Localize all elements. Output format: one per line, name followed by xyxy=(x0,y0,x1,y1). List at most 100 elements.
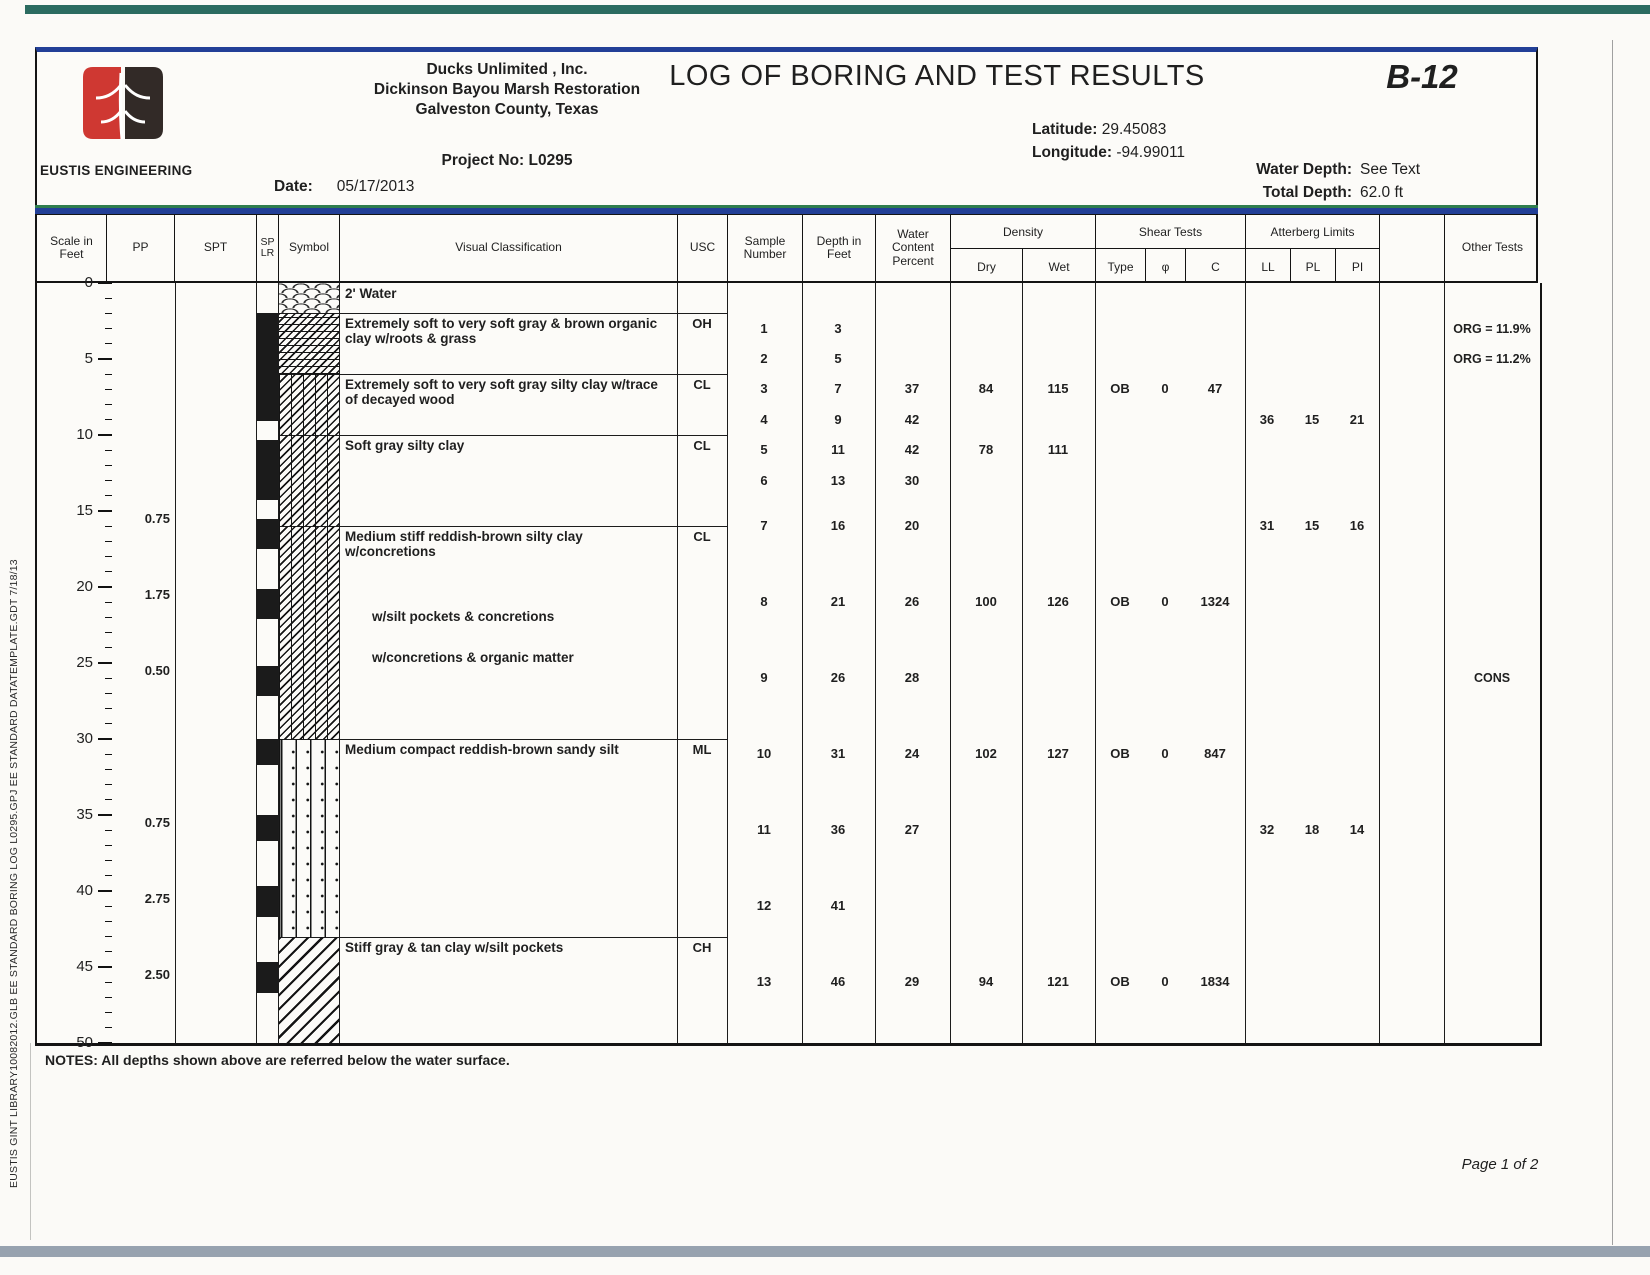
eustis-logo-icon xyxy=(83,67,163,140)
project-number: Project No: L0295 xyxy=(441,152,573,169)
column-line xyxy=(339,283,340,1043)
sample-num: 12 xyxy=(756,898,772,914)
splr-block xyxy=(257,313,278,422)
sample-phi: 0 xyxy=(1161,746,1169,762)
soil-symbol-water xyxy=(279,283,339,314)
sample-wc: 42 xyxy=(904,411,920,427)
col-atterberg: Atterberg Limits xyxy=(1245,215,1379,249)
sample-wc: 26 xyxy=(904,594,920,610)
col-density-dry: Dry xyxy=(950,249,1022,284)
sample-wet: 121 xyxy=(1047,974,1069,990)
pp-value: 0.50 xyxy=(144,662,170,678)
sample-c: 1324 xyxy=(1200,594,1230,610)
stratum-boundary xyxy=(278,526,727,528)
depth-tick xyxy=(105,1027,112,1029)
depth-tick xyxy=(105,297,112,299)
col-atterberg-pl: PL xyxy=(1290,249,1335,284)
sample-wc: 42 xyxy=(904,442,920,458)
page-number: Page 1 of 2 xyxy=(1461,1156,1539,1173)
sample-other-test: ORG = 11.9% xyxy=(1453,321,1531,336)
sample-depth: 13 xyxy=(830,472,846,488)
client-line1: Ducks Unlimited , Inc. xyxy=(426,61,588,78)
total-depth-value: 62.0 ft xyxy=(1360,184,1404,201)
sample-type: OB xyxy=(1110,381,1130,397)
pp-value: 0.75 xyxy=(144,814,170,830)
sample-wet: 115 xyxy=(1047,381,1069,397)
depth-tick xyxy=(105,920,112,922)
depth-tick xyxy=(105,373,112,375)
splr-block xyxy=(257,815,278,841)
title-block: EUSTIS ENGINEERING Ducks Unlimited , Inc… xyxy=(35,47,1538,205)
sample-ll: 36 xyxy=(1259,411,1275,427)
soil-symbol-ml xyxy=(279,739,339,937)
usc-code: CL xyxy=(693,529,711,545)
col-visual-classification: Visual Classification xyxy=(339,215,677,281)
stratum-boundary xyxy=(278,313,727,315)
sample-num: 10 xyxy=(756,746,772,762)
depth-tick xyxy=(98,738,112,740)
col-splr: SPLR xyxy=(256,215,278,281)
column-line xyxy=(727,283,728,1043)
sample-depth: 16 xyxy=(830,518,846,534)
depth-tick xyxy=(105,480,112,482)
pp-value: 0.75 xyxy=(144,510,170,526)
depth-tick xyxy=(105,404,112,406)
bottom-scan-band xyxy=(0,1246,1650,1257)
stratum-boundary xyxy=(278,374,727,376)
depth-tick xyxy=(105,799,112,801)
sample-num: 2 xyxy=(760,351,768,366)
sample-depth: 11 xyxy=(831,442,845,458)
depth-tick xyxy=(105,556,112,558)
soil-symbol-cl xyxy=(279,374,339,435)
sample-pi: 14 xyxy=(1349,822,1365,838)
depth-label: 50 xyxy=(76,1034,93,1051)
header-divider-green xyxy=(35,205,1538,208)
sample-dry: 94 xyxy=(978,974,994,990)
stratum-label: Medium compact reddish-brown sandy silt xyxy=(345,742,619,757)
depth-tick xyxy=(105,495,112,497)
depth-tick xyxy=(105,784,112,786)
depth-tick xyxy=(105,328,112,330)
sample-pl: 15 xyxy=(1304,518,1320,534)
sample-wet: 111 xyxy=(1047,442,1069,458)
latitude-value: 29.45083 xyxy=(1101,121,1167,138)
sample-other-test: ORG = 11.2% xyxy=(1453,352,1531,366)
col-water-content: Water Content Percent xyxy=(875,215,950,281)
col-atterberg-ll: LL xyxy=(1245,249,1290,284)
sample-depth: 3 xyxy=(834,320,842,336)
sample-wc: 20 xyxy=(904,518,920,534)
soil-symbol-oh xyxy=(279,313,339,375)
sample-other-test: CONS xyxy=(1473,671,1511,686)
depth-tick xyxy=(105,571,112,573)
depth-tick xyxy=(105,601,112,603)
notes-text: NOTES: All depths shown above are referr… xyxy=(45,1052,510,1068)
col-density-wet: Wet xyxy=(1022,249,1095,284)
sample-num: 3 xyxy=(760,381,768,397)
column-line xyxy=(175,283,176,1043)
latitude-label: Latitude: xyxy=(1032,121,1098,138)
usc-code: OH xyxy=(692,316,712,332)
soil-symbol-cl xyxy=(279,526,339,739)
boring-id: B-12 xyxy=(1386,58,1458,95)
stratum-label: Soft gray silty clay xyxy=(345,438,465,453)
depth-tick xyxy=(105,525,112,527)
column-line xyxy=(950,283,951,1043)
sample-depth: 5 xyxy=(834,351,842,366)
sample-num: 13 xyxy=(756,974,772,990)
column-line xyxy=(875,283,876,1043)
depth-tick xyxy=(105,753,112,755)
sample-wc: 24 xyxy=(904,746,920,762)
depth-tick xyxy=(105,951,112,953)
splr-block xyxy=(257,588,278,619)
depth-tick xyxy=(105,844,112,846)
column-line xyxy=(1379,283,1380,1043)
depth-label: 10 xyxy=(76,426,93,443)
depth-tick xyxy=(98,358,112,360)
client-info: Ducks Unlimited , Inc. Dickinson Bayou M… xyxy=(322,60,692,120)
sample-wc: 37 xyxy=(904,381,920,397)
column-line xyxy=(1022,283,1023,1043)
depth-tick xyxy=(105,905,112,907)
sample-num: 9 xyxy=(760,670,768,686)
column-line xyxy=(1444,283,1445,1043)
